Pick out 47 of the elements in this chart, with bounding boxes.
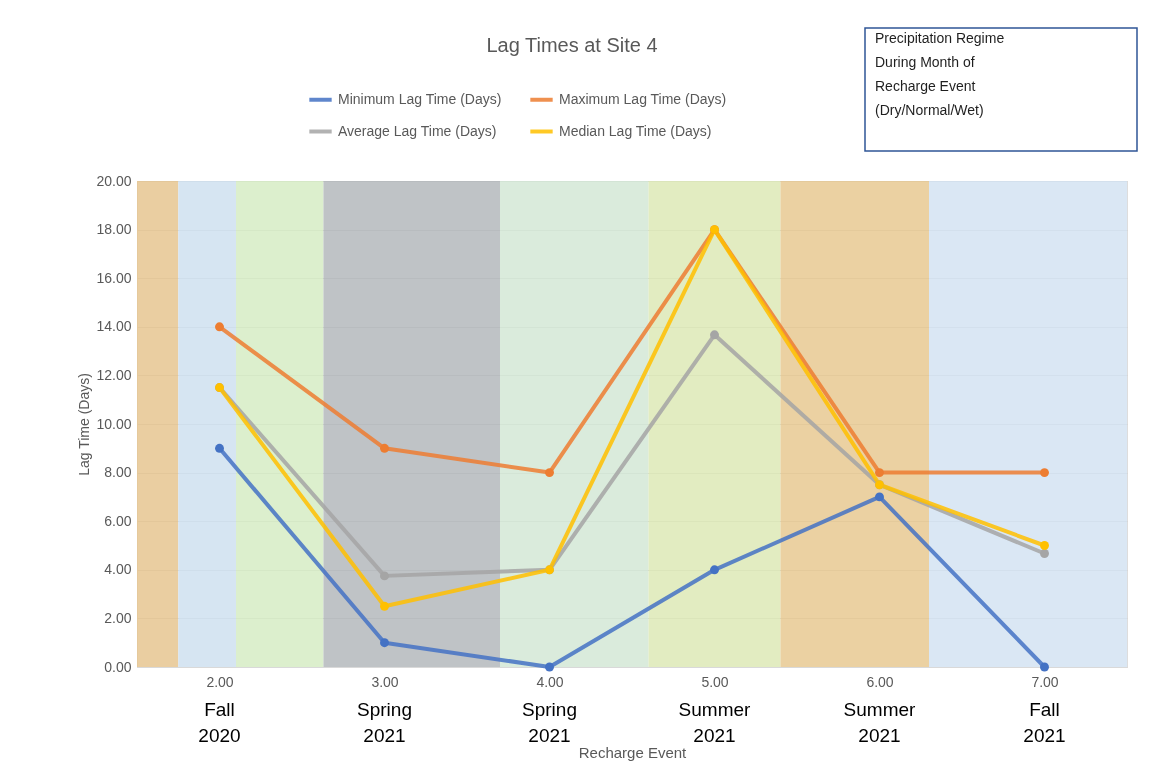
x-tick-label: 7.00 xyxy=(1031,673,1059,690)
point xyxy=(380,638,389,648)
x-tick-label: 2.00 xyxy=(206,673,234,690)
y-tick-label: 16.00 xyxy=(96,269,132,286)
text: Fall 2021 xyxy=(1023,699,1066,746)
point xyxy=(875,468,884,478)
point xyxy=(1040,549,1049,558)
x-tick-label: 3.00 xyxy=(371,673,399,690)
y-tick-label: 12.00 xyxy=(96,366,132,383)
legend-label: Median Lag Time (Days) xyxy=(559,122,712,139)
point xyxy=(215,443,224,453)
point xyxy=(1040,468,1049,478)
text: Spring 2021 xyxy=(522,699,577,746)
y-axis-title: Lag Time (Days) xyxy=(76,373,93,476)
point xyxy=(710,330,719,340)
y-tick-label: 10.00 xyxy=(96,415,132,432)
legend-label: Maximum Lag Time (Days) xyxy=(559,90,727,107)
legend-title: Precipitation Regime During Month of Recharge Event (Dry/Normal/Wet) xyxy=(875,30,1005,118)
y-tick-label: 2.00 xyxy=(104,609,132,626)
chart-title: Lag Times at Site 4 xyxy=(486,34,658,56)
text: Summer 2021 xyxy=(843,699,917,746)
text: Spring 2021 xyxy=(357,699,412,746)
y-tick-label: 20.00 xyxy=(96,172,132,189)
point xyxy=(215,322,224,332)
point xyxy=(545,662,554,672)
text: Fall 2020 xyxy=(198,699,241,746)
point xyxy=(380,443,389,453)
y-tick-label: 8.00 xyxy=(104,464,132,481)
point xyxy=(710,565,719,575)
x-axis-title: Recharge Event xyxy=(578,743,688,761)
y-tick-label: 0.00 xyxy=(104,658,132,675)
y-tick-label: 6.00 xyxy=(104,512,132,529)
x-tick-label: 5.00 xyxy=(701,673,729,690)
x-tick-label: 6.00 xyxy=(866,673,894,690)
point xyxy=(545,468,554,478)
legend-label: Minimum Lag Time (Days) xyxy=(338,90,502,107)
point xyxy=(380,571,389,581)
y-tick-label: 18.00 xyxy=(96,221,132,238)
legend-label: Average Lag Time (Days) xyxy=(338,122,497,139)
point xyxy=(875,492,884,502)
y-tick-label: 14.00 xyxy=(96,318,132,335)
text: Summer 2021 xyxy=(678,699,752,746)
point xyxy=(380,601,389,611)
y-tick-label: 4.00 xyxy=(104,561,132,578)
x-tick-label: 4.00 xyxy=(536,673,564,690)
point xyxy=(1040,541,1049,550)
point xyxy=(1040,662,1049,672)
